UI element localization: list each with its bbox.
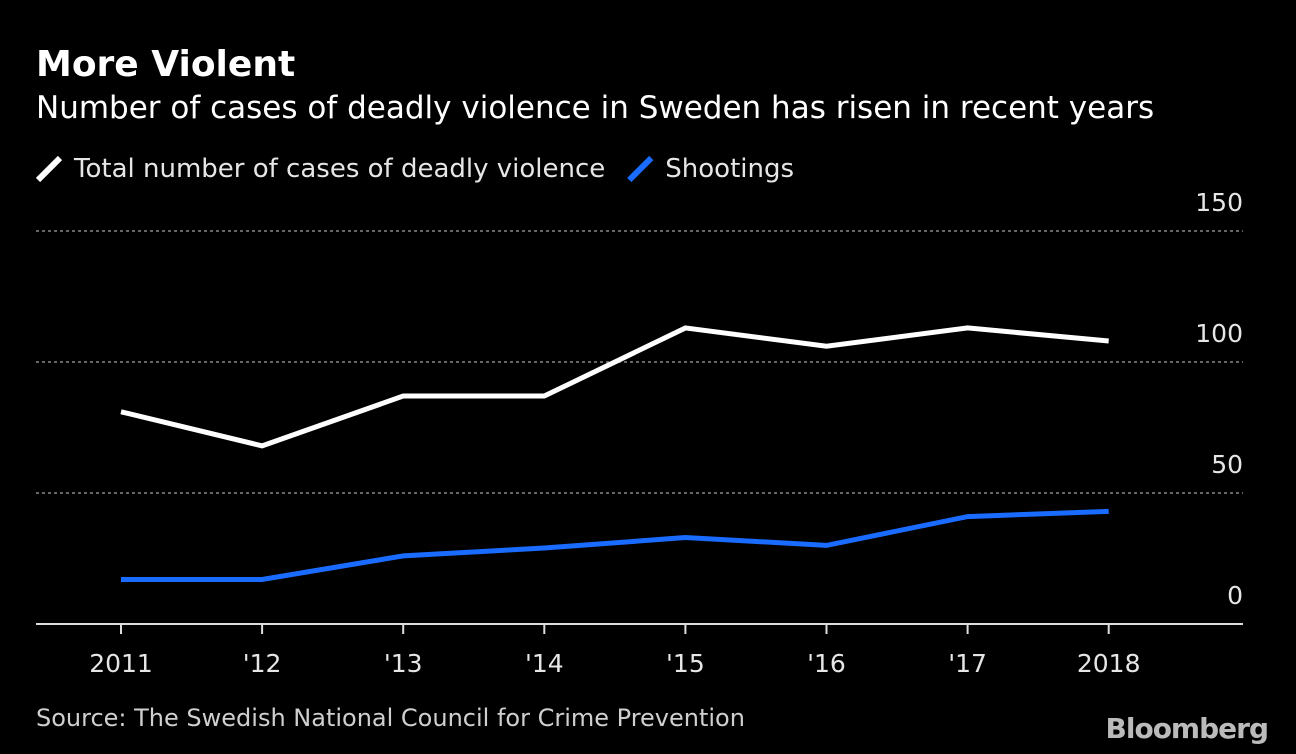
x-tick-label: '14 (525, 649, 564, 678)
y-tick-label: 50 (1211, 450, 1243, 479)
series-line (120, 325, 1109, 449)
source: Source: The Swedish National Council for… (36, 704, 745, 732)
y-tick-label: 150 (1195, 188, 1243, 217)
brand: Bloomberg (1106, 712, 1268, 745)
chart-title: More Violent (36, 44, 295, 85)
legend-label: Shootings (665, 154, 794, 184)
legend-swatch (627, 155, 654, 183)
legend-label: Total number of cases of deadly violence (73, 154, 605, 184)
series-line (121, 508, 1109, 582)
x-tick-label: '16 (807, 649, 846, 678)
x-tick-label: '12 (243, 649, 282, 678)
x-tick-label: 2018 (1077, 649, 1141, 678)
x-tick-label: '17 (948, 649, 987, 678)
x-tick-label: 2011 (89, 649, 153, 678)
x-tick-label: '13 (384, 649, 423, 678)
legend-swatch (35, 155, 63, 183)
y-tick-label: 0 (1227, 581, 1243, 610)
chart-subtitle: Number of cases of deadly violence in Sw… (36, 90, 1154, 126)
y-tick-label: 100 (1195, 319, 1243, 348)
x-tick-label: '15 (666, 649, 705, 678)
